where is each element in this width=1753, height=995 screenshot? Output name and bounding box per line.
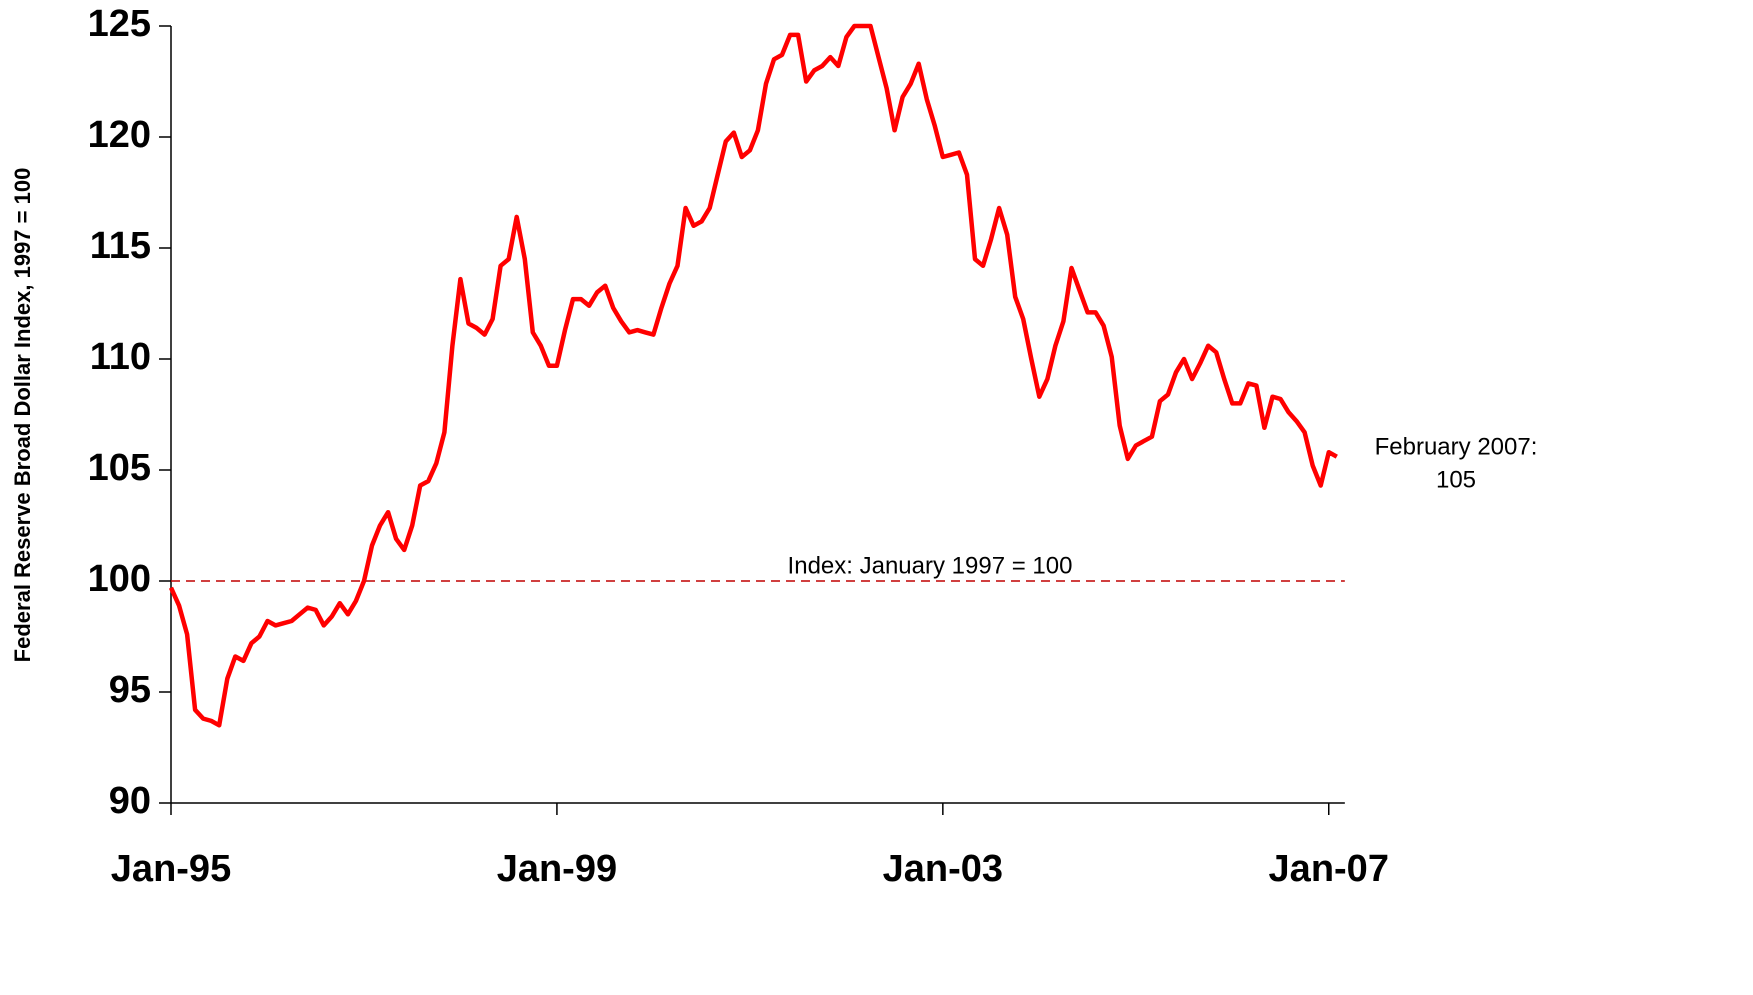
- x-tick-label: Jan-03: [883, 848, 1003, 890]
- y-tick-label: 115: [90, 225, 151, 267]
- x-tick-label: Jan-95: [111, 848, 231, 890]
- y-tick-label: 105: [88, 447, 151, 489]
- y-tick-label: 110: [90, 336, 151, 378]
- x-tick-label: Jan-07: [1269, 848, 1389, 890]
- y-tick-label: 100: [88, 558, 151, 600]
- annotation: 105: [1436, 466, 1476, 493]
- y-tick-label: 125: [88, 3, 151, 45]
- y-tick-label: 120: [88, 114, 151, 156]
- x-tick-label: Jan-99: [497, 848, 617, 890]
- annotation: February 2007:: [1375, 433, 1538, 460]
- data-line: [168, 23, 1338, 728]
- reference-label: Index: January 1997 = 100: [788, 552, 1073, 579]
- y-tick-label: 90: [109, 780, 151, 822]
- y-axis-title: Federal Reserve Broad Dollar Index, 1997…: [10, 168, 35, 663]
- y-tick-label: 95: [109, 669, 151, 711]
